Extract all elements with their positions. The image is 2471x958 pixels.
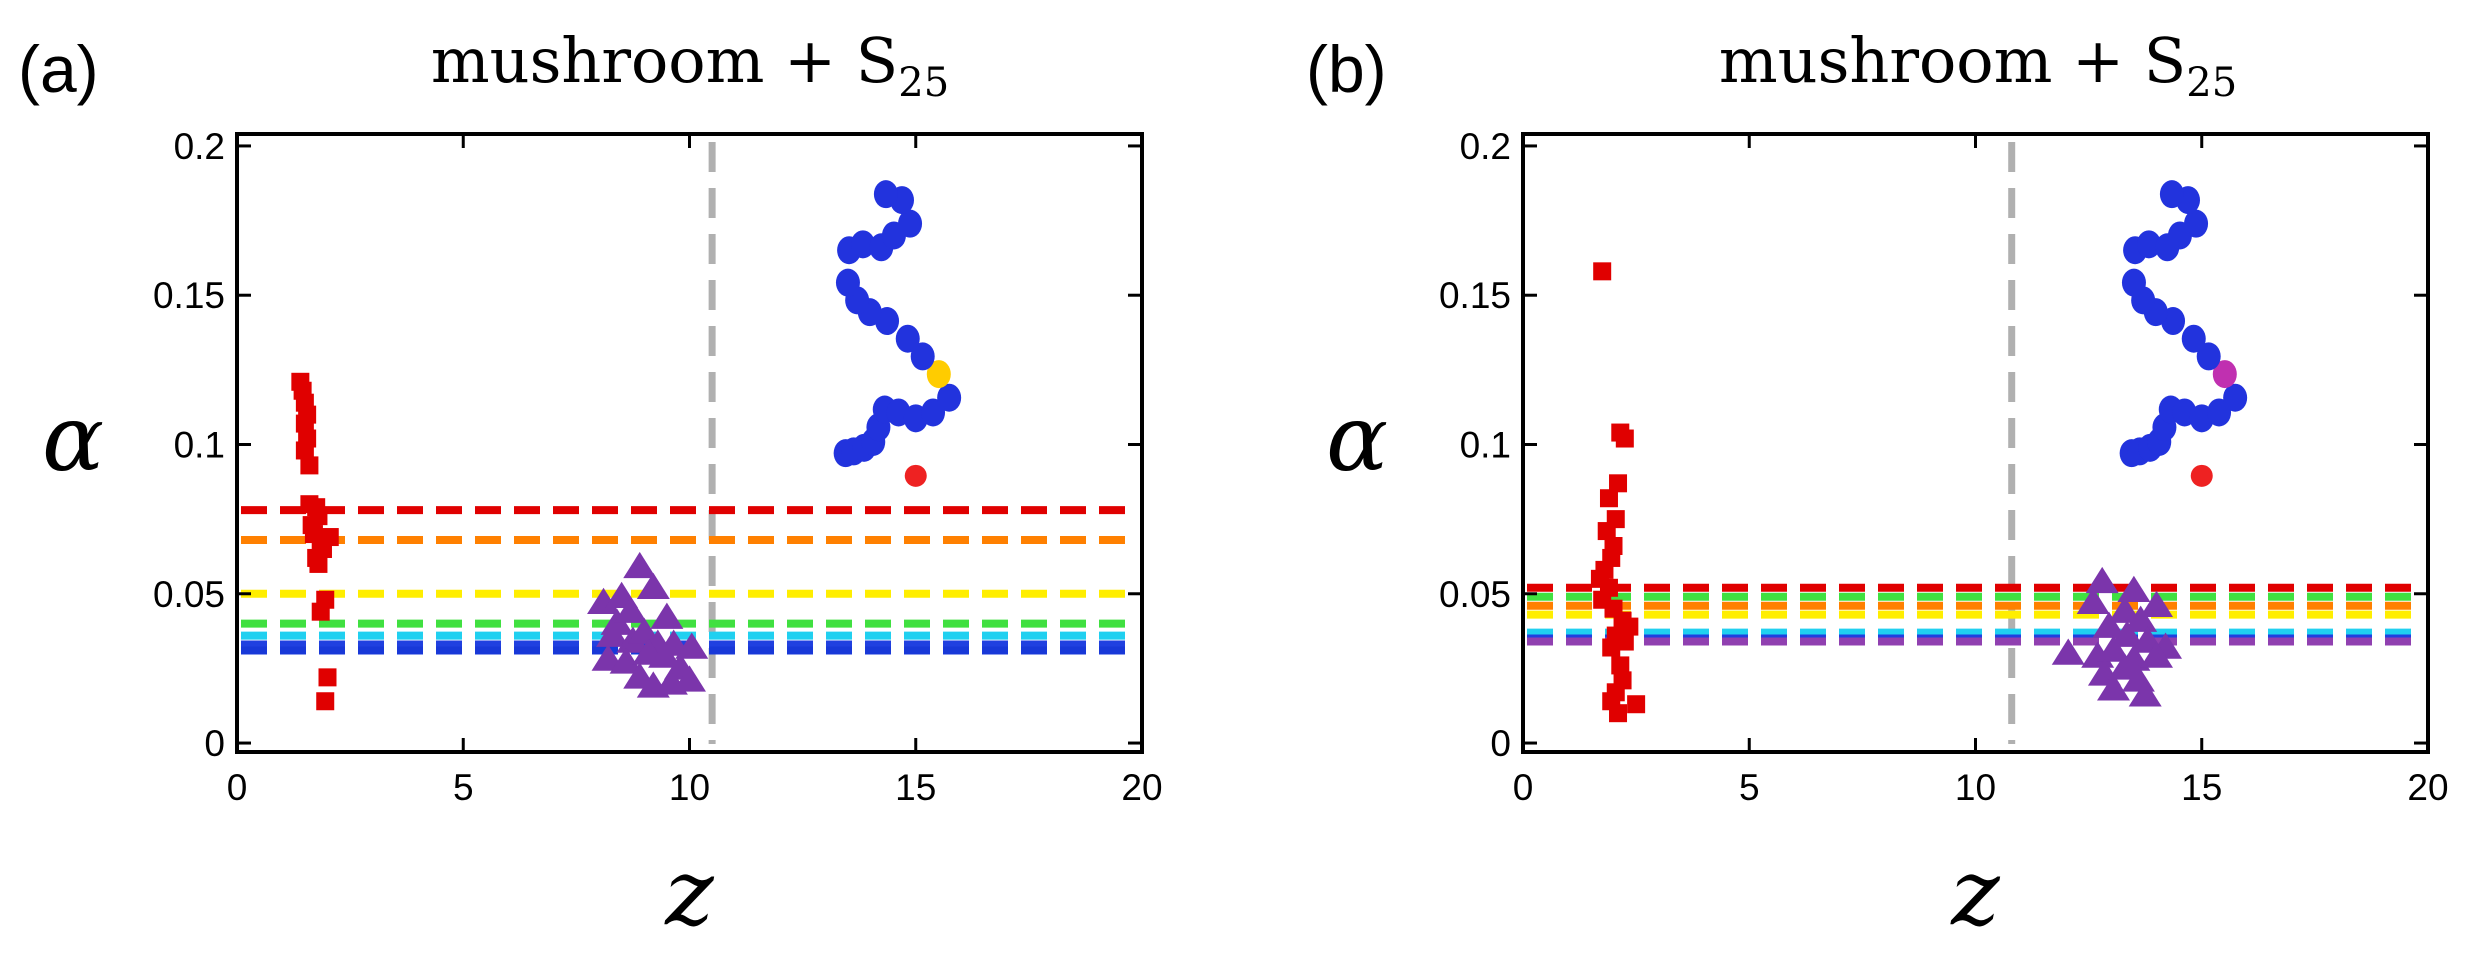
- data-point-square: [1620, 617, 1639, 636]
- data-point-square: [1597, 522, 1616, 541]
- y-tick-label: 0.2: [174, 126, 225, 167]
- data-point-triangle: [2140, 641, 2173, 668]
- x-tick-label: 20: [1121, 767, 1162, 808]
- inset-ball: [835, 268, 860, 297]
- data-point-square: [1609, 704, 1628, 723]
- data-point-square: [1602, 638, 1621, 657]
- data-point-square: [1615, 429, 1634, 448]
- inset-ball: [921, 398, 946, 427]
- plot-area: [1527, 142, 2424, 744]
- data-point-square: [1609, 474, 1628, 493]
- y-tick-label: 0.15: [1439, 275, 1511, 316]
- x-tick-label: 15: [895, 767, 936, 808]
- data-point-triangle: [627, 617, 661, 644]
- panel-letter: (b): [1306, 32, 1387, 106]
- inset-ball: [898, 209, 923, 238]
- data-point-triangle: [623, 551, 657, 579]
- inset-ball: [2159, 180, 2184, 209]
- data-point-triangle: [2097, 674, 2131, 701]
- x-tick-label: 0: [227, 767, 248, 808]
- data-point-square: [309, 554, 328, 573]
- panel-b: (b) mushroom + S25 0 5 10 15 20 0 0.05 0.1 0.15 0.2…: [1306, 24, 2449, 946]
- chart-title: mushroom + S25: [431, 24, 949, 106]
- data-point-triangle: [2108, 596, 2142, 623]
- y-tick-label: 0.2: [1460, 126, 1511, 167]
- molecule-inset: [833, 180, 962, 487]
- data-point-square: [1599, 489, 1618, 508]
- inset-ball: [2207, 398, 2232, 427]
- x-tick-label: 10: [669, 767, 710, 808]
- inset-ball: [937, 383, 962, 412]
- inset-ball: [910, 342, 935, 371]
- data-point-triangle: [2117, 575, 2151, 603]
- inset-ball: [2121, 268, 2146, 297]
- data-point-triangle: [614, 596, 648, 623]
- data-point-square: [300, 456, 319, 475]
- x-tick-label: 10: [1955, 767, 1996, 808]
- data-point-triangle: [2110, 620, 2144, 647]
- axes-frame: [1521, 132, 2430, 754]
- inset-ball: [2223, 383, 2248, 412]
- data-point-triangle: [2076, 587, 2110, 614]
- data-point-triangle: [596, 620, 630, 647]
- data-point-triangle: [648, 641, 682, 668]
- data-point-square: [1593, 262, 1612, 281]
- data-point-triangle: [2108, 653, 2142, 680]
- data-point-square: [1611, 656, 1630, 675]
- data-point-square: [295, 414, 314, 433]
- inset-end-ball: [904, 464, 927, 487]
- plot-area: [241, 142, 1138, 744]
- data-point-square: [1627, 695, 1646, 714]
- data-point-square: [295, 441, 314, 460]
- y-tick-label: 0.1: [174, 424, 225, 465]
- molecule-inset: [2119, 180, 2248, 487]
- inset-special-ball: [2212, 360, 2237, 389]
- data-point-square: [316, 692, 335, 711]
- x-tick-label: 5: [453, 767, 474, 808]
- data-point-triangle: [2092, 611, 2126, 638]
- chart-title: mushroom + S25: [1719, 24, 2237, 106]
- x-axis-label: z: [1950, 839, 2000, 946]
- x-tick-label: 5: [1739, 767, 1760, 808]
- panel-a: (a) mushroom + S25 0 5 10 15 20 0 0.05 0.1 0.15 0.2…: [18, 24, 1163, 946]
- x-axis-label: z: [664, 839, 714, 946]
- data-point-triangle: [609, 647, 643, 674]
- data-point-triangle: [673, 665, 706, 692]
- data-point-triangle: [2124, 605, 2158, 632]
- panel-letter: (a): [18, 32, 99, 106]
- inset-ball: [2184, 209, 2209, 238]
- data-point-triangle: [636, 572, 670, 600]
- inset-ball: [2136, 230, 2161, 259]
- data-point-square: [1615, 632, 1634, 651]
- x-tick-label: 20: [2407, 767, 2448, 808]
- y-tick-label: 0: [204, 723, 225, 764]
- inset-ball: [850, 230, 875, 259]
- data-point-square: [311, 602, 330, 621]
- inset-ball: [2181, 324, 2206, 353]
- inset-ball: [895, 324, 920, 353]
- inset-ball: [873, 180, 898, 209]
- y-tick-label: 0.05: [1439, 574, 1511, 615]
- y-axis-label: α: [42, 385, 104, 492]
- data-point-triangle: [675, 632, 709, 659]
- data-point-triangle: [2097, 635, 2131, 662]
- inset-special-ball: [926, 360, 951, 389]
- inset-ball: [2196, 342, 2221, 371]
- data-point-triangle: [2128, 680, 2162, 707]
- axes-frame: [235, 132, 1144, 754]
- data-point-triangle: [2140, 590, 2173, 617]
- data-point-triangle: [2051, 638, 2085, 665]
- x-tick-label: 0: [1513, 767, 1534, 808]
- y-tick-label: 0.1: [1460, 424, 1511, 465]
- x-tick-label: 15: [2181, 767, 2222, 808]
- y-tick-label: 0: [1490, 723, 1511, 764]
- data-point-square: [318, 668, 337, 687]
- data-point-triangle: [2085, 566, 2119, 594]
- y-tick-label: 0.05: [153, 574, 225, 615]
- y-tick-label: 0.15: [153, 275, 225, 316]
- data-point-triangle: [650, 602, 684, 629]
- y-axis-label: α: [1326, 385, 1388, 492]
- inset-end-ball: [2190, 464, 2213, 487]
